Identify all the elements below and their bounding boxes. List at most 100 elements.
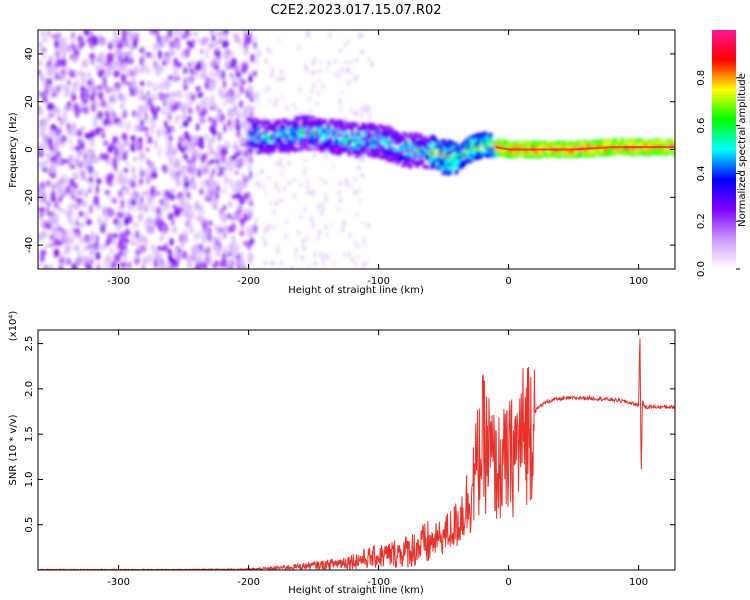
noise-blob	[73, 228, 79, 234]
noise-blob	[192, 251, 199, 257]
x-tick-label: 0	[505, 577, 511, 588]
noise-blob	[350, 71, 354, 77]
noise-blob	[66, 122, 71, 131]
noise-blob	[208, 144, 213, 152]
noise-blob	[298, 87, 302, 93]
ridge-blob	[408, 163, 413, 168]
noise-blob	[219, 91, 226, 99]
noise-blob	[171, 127, 176, 133]
noise-blob	[263, 260, 267, 266]
noise-blob	[203, 248, 210, 254]
ridge-blob	[313, 147, 318, 151]
noise-blob	[278, 76, 282, 82]
noise-blob	[317, 78, 321, 84]
noise-blob	[234, 92, 241, 100]
noise-blob	[319, 176, 323, 182]
noise-blob	[227, 143, 232, 149]
noise-blob	[88, 184, 94, 189]
noise-blob	[305, 67, 309, 73]
noise-blob	[258, 51, 262, 57]
noise-blob	[62, 110, 67, 118]
noise-blob	[70, 145, 76, 151]
noise-blob	[264, 59, 268, 65]
noise-blob	[252, 70, 258, 77]
noise-blob	[138, 151, 146, 162]
noise-blob	[358, 33, 362, 39]
noise-blob	[150, 124, 154, 135]
noise-blob	[81, 60, 88, 68]
noise-blob	[146, 94, 150, 100]
noise-blob	[263, 88, 267, 94]
noise-blob	[324, 224, 328, 230]
noise-blob	[164, 93, 171, 99]
noise-blob	[45, 206, 50, 216]
noise-blob	[175, 76, 181, 82]
noise-blob	[227, 118, 232, 128]
noise-blob	[317, 203, 321, 209]
noise-blob	[325, 232, 329, 238]
snr-x-axis-label: Height of straight line (km)	[288, 585, 424, 596]
noise-blob	[198, 137, 203, 143]
ridge-blob	[249, 150, 254, 154]
noise-blob	[98, 127, 105, 132]
noise-blob	[214, 63, 220, 71]
noise-blob	[269, 261, 273, 267]
ridge-blob	[344, 134, 349, 139]
noise-blob	[117, 193, 123, 200]
noise-blob	[279, 197, 283, 203]
ridge-blob	[264, 130, 269, 134]
noise-blob	[185, 76, 191, 82]
noise-blob	[351, 257, 355, 263]
noise-blob	[178, 31, 186, 36]
noise-blob	[38, 106, 43, 116]
noise-blob	[47, 60, 52, 66]
noise-blob	[60, 174, 68, 182]
noise-blob	[354, 262, 357, 268]
noise-blob	[168, 134, 173, 142]
noise-blob	[200, 99, 205, 107]
noise-blob	[126, 214, 133, 224]
noise-blob	[297, 230, 301, 236]
noise-blob	[187, 39, 191, 46]
noise-blob	[310, 216, 313, 222]
noise-blob	[204, 101, 210, 108]
noise-blob	[275, 97, 278, 103]
noise-blob	[96, 263, 101, 269]
noise-blob	[132, 241, 138, 246]
noise-blob	[219, 208, 224, 214]
ridge-blob	[403, 132, 408, 136]
noise-blob	[285, 219, 289, 225]
noise-blob	[249, 105, 256, 113]
noise-blob	[43, 36, 49, 43]
noise-blob	[112, 117, 117, 125]
noise-blob	[208, 220, 213, 226]
noise-blob	[243, 39, 248, 50]
noise-blob	[74, 79, 80, 85]
ridge-blob	[305, 119, 310, 123]
noise-blob	[165, 248, 173, 254]
ridge-blob	[401, 135, 406, 140]
y-tick-label: 2.5	[24, 336, 35, 352]
ridge-blob	[263, 134, 268, 139]
noise-blob	[217, 145, 221, 152]
noise-blob	[228, 95, 236, 105]
noise-blob	[302, 245, 306, 251]
ridge-blob	[268, 122, 273, 126]
noise-blob	[69, 138, 73, 145]
ridge-blob	[248, 131, 253, 135]
noise-blob	[241, 182, 248, 189]
noise-blob	[77, 162, 83, 169]
noise-blob	[89, 248, 94, 257]
noise-blob	[318, 230, 321, 236]
ridge-blob	[312, 129, 317, 134]
noise-blob	[323, 191, 327, 197]
noise-blob	[156, 246, 163, 251]
noise-blob	[303, 207, 307, 213]
noise-blob	[112, 236, 116, 245]
ridge-blob	[290, 133, 295, 137]
x-tick-label: -200	[237, 276, 260, 287]
ridge-blob	[672, 148, 675, 152]
noise-blob	[219, 148, 226, 156]
x-tick-label: 100	[629, 276, 648, 287]
noise-blob	[282, 76, 285, 82]
